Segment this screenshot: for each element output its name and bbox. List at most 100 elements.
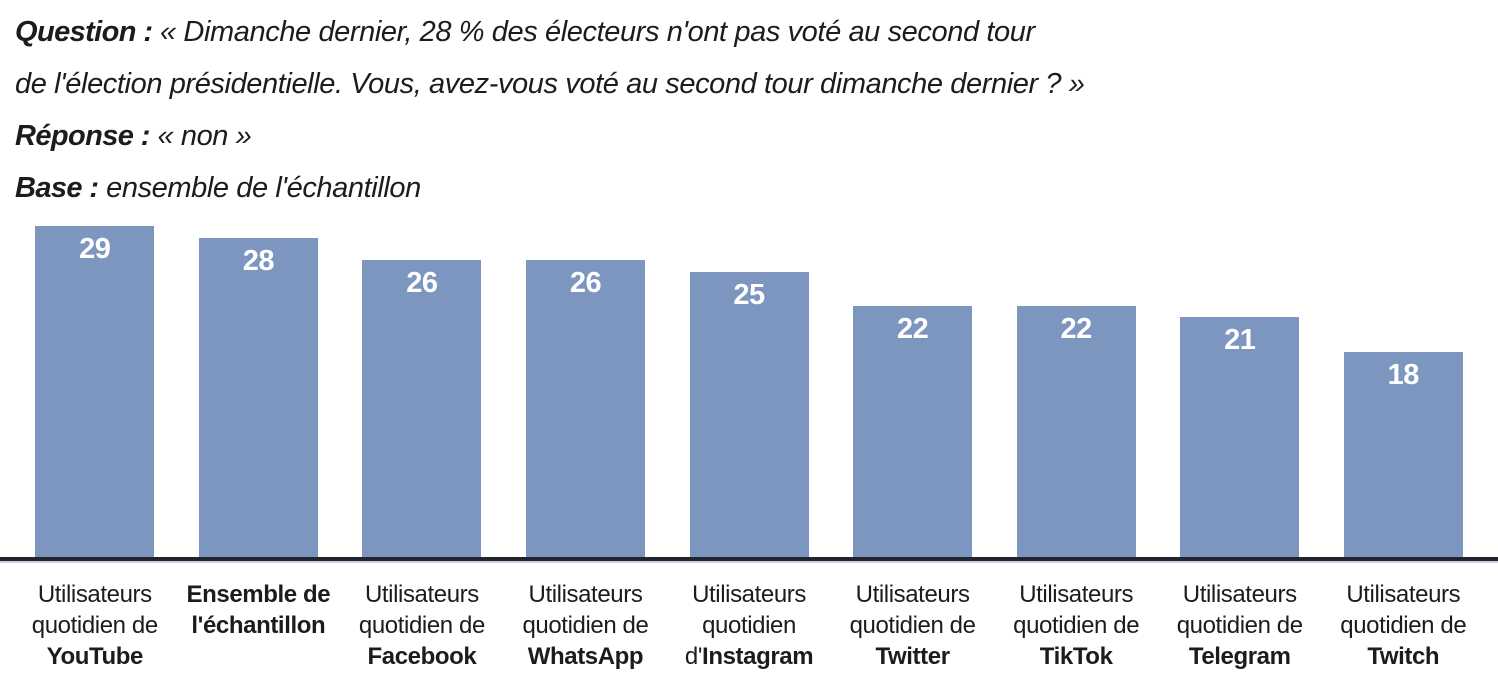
category-label-text: Utilisateurs xyxy=(1182,581,1297,608)
response-label: Réponse : xyxy=(15,120,150,152)
category-label-text: quotidien de xyxy=(849,612,976,639)
bar-value-label: 26 xyxy=(406,267,438,299)
category-labels-row: Utilisateurs quotidien de YouTube Ensemble … xyxy=(0,579,1498,672)
category-label-text: quotidien de xyxy=(1340,612,1467,639)
category-label-line: quotidien xyxy=(667,610,831,641)
category-label-line: l'échantillon xyxy=(177,610,341,641)
bar-value-label: 22 xyxy=(1060,313,1093,345)
question-label: Question : xyxy=(15,16,153,48)
category-label-line: Utilisateurs xyxy=(667,579,831,610)
base-line: Base : ensemble de l'échantillon xyxy=(15,162,1482,214)
category-label-line: quotidien de xyxy=(1322,610,1486,641)
category-label: Utilisateurs quotidien de Twitter xyxy=(831,579,995,672)
category-label-line: Utilisateurs xyxy=(340,579,504,610)
category-label-line: Twitter xyxy=(831,641,995,672)
bar-column: 18 xyxy=(1322,226,1486,557)
category-label-line: quotidien de xyxy=(994,610,1158,641)
category-label-line: TikTok xyxy=(994,641,1158,672)
question-text-2: de l'élection présidentielle. Vous, avez… xyxy=(15,68,1085,100)
bar: 29 xyxy=(35,226,155,557)
category-label-text: Utilisateurs xyxy=(1019,581,1134,608)
bar-column: 25 xyxy=(667,226,831,557)
bar-value-label: 25 xyxy=(733,279,765,311)
category-brand-name: Instagram xyxy=(702,643,814,670)
x-axis-line xyxy=(0,557,1498,563)
category-brand-name: l'échantillon xyxy=(191,612,326,639)
category-label: Utilisateurs quotidien de Twitch xyxy=(1322,579,1486,672)
category-label-text: quotidien de xyxy=(358,612,485,639)
category-label: Utilisateurs quotidien de TikTok xyxy=(994,579,1158,672)
bar: 21 xyxy=(1180,317,1300,557)
category-label-line: Ensemble de xyxy=(177,579,341,610)
bar-value-label: 18 xyxy=(1387,359,1420,391)
category-label-line: Telegram xyxy=(1158,641,1322,672)
category-brand-name: Facebook xyxy=(367,643,477,670)
category-brand-name: Telegram xyxy=(1188,643,1291,670)
category-label-line: Twitch xyxy=(1322,641,1486,672)
category-label-line: quotidien de xyxy=(1158,610,1322,641)
category-label-line: d'Instagram xyxy=(667,641,831,672)
bar-column: 26 xyxy=(340,226,504,557)
category-label-text: Utilisateurs xyxy=(364,581,479,608)
question-line-1: Question : « Dimanche dernier, 28 % des … xyxy=(15,6,1482,58)
bar-column: 26 xyxy=(504,226,668,557)
category-label: Utilisateurs quotidien d'Instagram xyxy=(667,579,831,672)
category-brand-name: Twitch xyxy=(1367,643,1440,670)
bar-column: 22 xyxy=(994,226,1158,557)
category-label-text: quotidien xyxy=(702,612,796,639)
category-label: Utilisateurs quotidien de Telegram xyxy=(1158,579,1322,672)
category-label: Utilisateurs quotidien de Facebook xyxy=(340,579,504,672)
category-label-line: WhatsApp xyxy=(504,641,668,672)
bar: 25 xyxy=(689,272,809,557)
category-brand-name: TikTok xyxy=(1039,643,1113,670)
category-label-line: Utilisateurs xyxy=(994,579,1158,610)
bar: 22 xyxy=(1016,306,1136,557)
category-label-line: quotidien de xyxy=(340,610,504,641)
bar-value-label: 29 xyxy=(79,233,111,265)
category-brand-name: WhatsApp xyxy=(527,643,644,670)
bar: 28 xyxy=(198,238,318,557)
base-text: ensemble de l'échantillon xyxy=(98,172,421,204)
category-brand-name: Ensemble de xyxy=(186,581,331,608)
bar-value-label: 21 xyxy=(1224,324,1256,356)
bar-column: 22 xyxy=(831,226,995,557)
category-label-text: quotidien de xyxy=(31,612,158,639)
question-block: Question : « Dimanche dernier, 28 % des … xyxy=(0,0,1498,214)
category-label-text: quotidien de xyxy=(1176,612,1303,639)
bar-column: 29 xyxy=(13,226,177,557)
category-label-text: Utilisateurs xyxy=(855,581,970,608)
category-label-line: Facebook xyxy=(340,641,504,672)
category-label: Ensemble de l'échantillon xyxy=(177,579,341,672)
bar-column: 28 xyxy=(177,226,341,557)
category-label-text: quotidien de xyxy=(1013,612,1140,639)
category-label-line: quotidien de xyxy=(13,610,177,641)
category-label-line: quotidien de xyxy=(831,610,995,641)
category-label-text: Utilisateurs xyxy=(692,581,806,608)
category-label-text: Utilisateurs xyxy=(37,581,152,608)
base-label: Base : xyxy=(15,172,99,204)
bar-value-label: 28 xyxy=(242,245,275,277)
category-label-line: quotidien de xyxy=(504,610,668,641)
bar: 26 xyxy=(525,260,645,557)
category-label-line: Utilisateurs xyxy=(13,579,177,610)
response-text: « non » xyxy=(149,120,252,152)
bar-chart: 29 28 26 26 25 22 22 21 18 Utilisateurs quotidien… xyxy=(0,226,1498,672)
question-text-1: « Dimanche dernier, 28 % des électeurs n… xyxy=(152,16,1035,48)
category-label-text: Utilisateurs xyxy=(1346,581,1461,608)
category-label-line: Utilisateurs xyxy=(831,579,995,610)
bar: 22 xyxy=(853,306,973,557)
response-line: Réponse : « non » xyxy=(15,110,1482,162)
category-label-line: YouTube xyxy=(13,641,177,672)
category-label-prefix: d' xyxy=(684,643,703,670)
question-line-2: de l'élection présidentielle. Vous, avez… xyxy=(15,58,1482,110)
bar: 18 xyxy=(1343,352,1463,557)
category-brand-name: Twitter xyxy=(875,643,950,670)
bars-area: 29 28 26 26 25 22 22 21 18 xyxy=(0,226,1498,557)
bar-column: 21 xyxy=(1158,226,1322,557)
category-brand-name: YouTube xyxy=(46,643,144,670)
bar-value-label: 26 xyxy=(569,267,602,299)
category-label: Utilisateurs quotidien de YouTube xyxy=(13,579,177,672)
category-label-text: Utilisateurs xyxy=(528,581,643,608)
bar: 26 xyxy=(362,260,482,557)
